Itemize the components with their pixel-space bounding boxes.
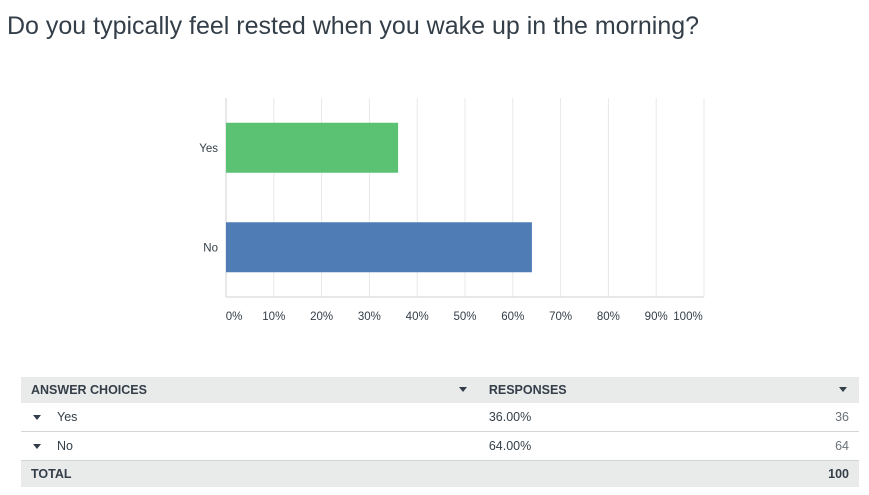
x-tick-label: 90% [645, 311, 668, 323]
responses-header[interactable]: RESPONSES [479, 377, 859, 403]
x-tick-label: 30% [358, 311, 381, 323]
y-category-label: No [203, 242, 218, 254]
x-tick-label: 40% [406, 311, 429, 323]
response-percent: 36.00% [478, 403, 785, 432]
answer-choice-cell: No [21, 431, 479, 461]
responses-header-label: RESPONSES [488, 383, 567, 397]
sort-answer-choices-icon[interactable] [458, 387, 467, 392]
bar-no [226, 222, 532, 273]
response-count: 64 [784, 431, 859, 461]
bar-chart-svg: 0% 10% 20% 30% 40% 50% 60% 70% 80% 90% 100% Yes No [199, 98, 705, 323]
x-tick-label: 10% [262, 311, 285, 323]
results-table: ANSWER CHOICES RESPONSES Yes 36.00% 36 N… [21, 377, 859, 487]
answer-choices-header-label: ANSWER CHOICES [31, 383, 147, 397]
x-tick-label: 20% [310, 311, 333, 323]
x-tick-label: 100% [673, 311, 702, 323]
response-count: 36 [784, 403, 859, 432]
table-row: Yes 36.00% 36 [21, 403, 859, 432]
total-label: TOTAL [31, 467, 72, 481]
question-title: Do you typically feel rested when you wa… [7, 12, 700, 40]
table-row: No 64.00% 64 [21, 431, 859, 461]
y-category-label: Yes [199, 143, 218, 155]
sort-responses-icon[interactable] [839, 387, 847, 392]
total-count: 100 [828, 467, 849, 481]
table-header-row: ANSWER CHOICES RESPONSES [21, 377, 859, 403]
bar-chart: 0% 10% 20% 30% 40% 50% 60% 70% 80% 90% 100% Yes No [199, 98, 705, 323]
expand-row-icon[interactable] [33, 414, 41, 420]
x-tick-label: 0% [226, 311, 243, 323]
answer-choice-label: Yes [57, 410, 78, 424]
answer-choices-header[interactable]: ANSWER CHOICES [21, 377, 479, 403]
expand-row-icon[interactable] [33, 443, 41, 449]
answer-choice-label: No [57, 439, 73, 453]
x-tick-label: 80% [597, 311, 620, 323]
bar-yes [226, 122, 399, 173]
x-tick-label: 70% [549, 311, 572, 323]
response-percent: 64.00% [478, 431, 785, 461]
x-tick-label: 60% [501, 311, 524, 323]
table-total-row: TOTAL 100 [21, 460, 859, 487]
answer-choice-cell: Yes [21, 403, 479, 432]
x-tick-label: 50% [453, 311, 476, 323]
